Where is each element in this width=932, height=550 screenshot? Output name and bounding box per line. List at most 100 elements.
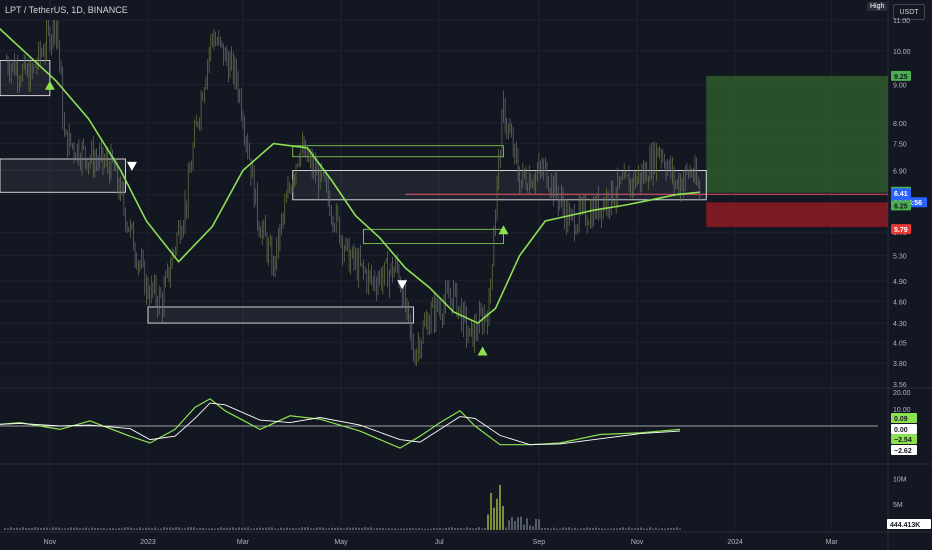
volume-bar (91, 527, 93, 530)
level-box (363, 228, 504, 245)
volume-bar (361, 527, 363, 530)
price-tick-label: 4.60 (893, 299, 907, 306)
volume-bar (451, 527, 453, 530)
time-tick-label: Sep (533, 539, 546, 546)
volume-bar (22, 527, 24, 530)
volume-bar (4, 528, 6, 530)
volume-bar (622, 527, 624, 530)
osc-tag-bg (891, 413, 917, 423)
volume-bar (247, 527, 249, 530)
price-tick-label: 10.00 (893, 49, 911, 56)
volume-bar (508, 520, 510, 530)
volume-bar (637, 527, 639, 530)
volume-bar (412, 528, 414, 530)
volume-bar (382, 528, 384, 530)
volume-bar (667, 527, 669, 530)
volume-bar (190, 527, 192, 530)
volume-bar (34, 527, 36, 530)
volume-bar (226, 527, 228, 530)
volume-bar (631, 528, 633, 530)
osc-tag-label: −2.54 (894, 437, 912, 444)
volume-bar (445, 527, 447, 530)
volume-bar (469, 527, 471, 530)
level-box (0, 60, 51, 97)
volume-bar (325, 528, 327, 530)
volume-bar (466, 527, 468, 530)
volume-bar (670, 527, 672, 530)
volume-bar (184, 528, 186, 530)
volume-bar (556, 528, 558, 530)
volume-bar (79, 528, 81, 530)
price-tick-label: 4.05 (893, 340, 907, 347)
volume-bar (388, 528, 390, 530)
volume-bar (616, 528, 618, 530)
volume-bar (544, 527, 546, 530)
volume-bar (127, 527, 129, 530)
volume-bar (376, 528, 378, 530)
volume-bar (193, 527, 195, 530)
volume-bar (235, 528, 237, 530)
volume-bar (109, 528, 111, 530)
osc-tag-label: 0.00 (894, 427, 908, 434)
volume-bar (661, 528, 663, 530)
volume-bar (7, 528, 9, 530)
volume-bar (55, 527, 57, 530)
volume-bar (223, 527, 225, 530)
buy-signal-icon (498, 225, 509, 235)
volume-bar (679, 528, 681, 530)
price-tick-label: 3.56 (893, 382, 907, 389)
time-tick-label: Jul (435, 539, 444, 546)
volume-bar (646, 528, 648, 530)
volume-bar (13, 528, 15, 530)
volume-bar (673, 528, 675, 530)
volume-bar (289, 528, 291, 530)
volume-bar (40, 528, 42, 530)
price-tag-bg (891, 188, 911, 199)
volume-bar (370, 527, 372, 530)
volume-bar (130, 527, 132, 530)
price-tag-label: 6.25 (894, 203, 908, 210)
volume-bar (280, 527, 282, 530)
volume-bar (580, 528, 582, 530)
volume-bar (172, 527, 174, 530)
volume-bar (118, 528, 120, 530)
osc-tag-bg (891, 445, 917, 455)
volume-bar (520, 516, 522, 530)
volume-bar (208, 528, 210, 530)
volume-bar (187, 527, 189, 530)
time-tick-label: Nov (44, 539, 57, 546)
level-box (292, 145, 504, 158)
volume-bar (502, 506, 504, 530)
price-tag-bg (891, 200, 911, 211)
volume-bar (304, 527, 306, 530)
volume-bar (676, 527, 678, 530)
volume-bar (436, 528, 438, 530)
volume-bar (364, 527, 366, 530)
volume-bar (595, 527, 597, 530)
price-tag-bg (891, 70, 911, 81)
ma-line (0, 27, 700, 325)
osc-tick-label: 10.00 (893, 407, 911, 414)
volume-bar (73, 527, 75, 530)
volume-bar (160, 528, 162, 530)
high-badge[interactable]: High (867, 2, 888, 11)
volume-bar (334, 527, 336, 530)
volume-bar (481, 528, 483, 530)
osc-tag-bg (891, 434, 917, 444)
time-axis[interactable]: Nov 2023 Mar May Jul Sep Nov 2024 Mar (44, 539, 839, 546)
vol-tick-label: 5M (893, 502, 903, 509)
volume-bar (562, 527, 564, 530)
signal-line (0, 402, 681, 446)
volume-bar (232, 527, 234, 530)
volume-bar (268, 527, 270, 530)
price-tags: 9.256.446.4114:14:566.255.79 (891, 70, 927, 235)
volume-bar (163, 527, 165, 530)
price-tick-label: 6.90 (893, 168, 907, 175)
volume-bar (202, 527, 204, 530)
volume-bar (271, 527, 273, 530)
level-box (292, 170, 707, 201)
volume-bar (442, 528, 444, 530)
currency-button[interactable]: USDT (893, 4, 925, 20)
